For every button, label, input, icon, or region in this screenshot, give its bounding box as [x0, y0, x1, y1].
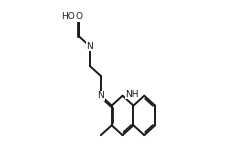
- Text: HO: HO: [61, 12, 75, 21]
- Text: N: N: [97, 91, 104, 100]
- Text: NH: NH: [126, 90, 139, 99]
- Text: N: N: [87, 42, 93, 51]
- Text: O: O: [76, 12, 83, 21]
